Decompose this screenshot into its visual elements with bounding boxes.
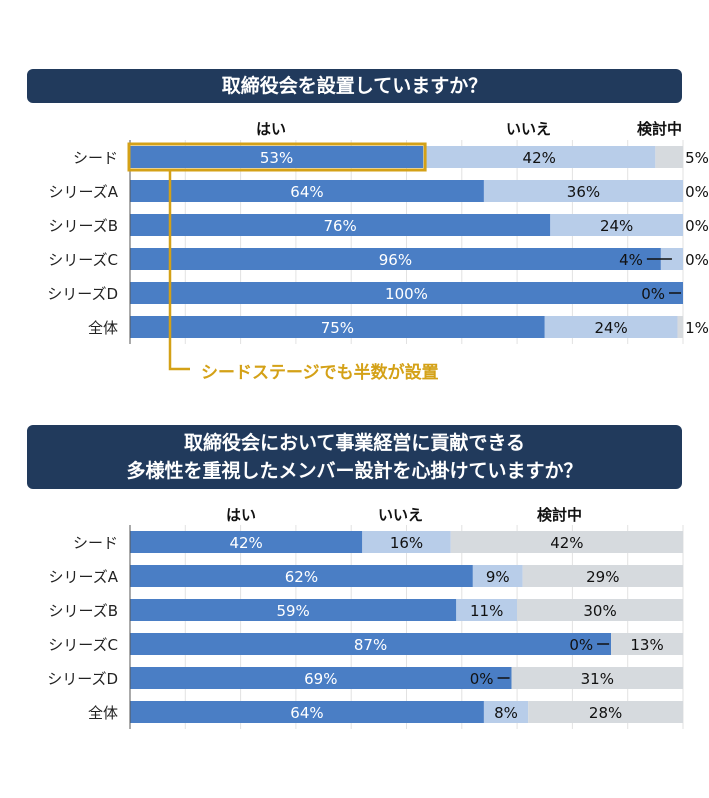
bar-no [544, 316, 678, 338]
bar-yes [130, 667, 512, 689]
chart1-title: 取締役会を設置していますか？ [221, 75, 488, 97]
category-label: シリーズC [48, 636, 118, 654]
bar-yes [130, 531, 363, 553]
data-label: 75% [321, 319, 354, 337]
bar-no [483, 701, 529, 723]
callout-connector [168, 170, 190, 371]
data-label: 64% [290, 183, 323, 201]
bar-yes [130, 214, 551, 236]
data-label: 42% [523, 149, 556, 167]
chart2-legend-yes: はい [226, 506, 257, 524]
bar-considering [522, 565, 683, 587]
data-label: 0% [470, 670, 494, 688]
data-label: 96% [379, 251, 412, 269]
data-label: 0% [641, 285, 665, 303]
chart1-title-banner: 取締役会を設置していますか？ [27, 69, 682, 103]
bar-no [362, 531, 451, 553]
data-label: 0% [685, 183, 709, 201]
category-label: シリーズD [47, 670, 118, 688]
bar-yes [130, 248, 661, 270]
data-label: 28% [589, 704, 622, 722]
data-label: 16% [390, 534, 423, 552]
category-label: 全体 [88, 704, 118, 722]
category-label: シード [73, 534, 118, 552]
data-label: 0% [569, 636, 593, 654]
data-label: 42% [229, 534, 262, 552]
data-label: 62% [285, 568, 318, 586]
chart2-title-line2: 多様性を重視したメンバー設計を心掛けていますか？ [126, 460, 583, 482]
category-label: シリーズB [48, 602, 118, 620]
chart2-legend-considering: 検討中 [537, 506, 583, 524]
data-label: 11% [470, 602, 503, 620]
category-label: シリーズC [48, 251, 118, 269]
data-label: 0% [685, 217, 709, 235]
data-label: 30% [583, 602, 616, 620]
bar-no [483, 180, 683, 202]
bar-no [472, 565, 523, 587]
chart1-legend-no: いいえ [506, 120, 552, 138]
chart1-plot: シード 53% 42% 5% シリーズA 64% 36% 0% シリーズB 76% 24% 0% シリー… [47, 140, 709, 371]
data-label: 69% [304, 670, 337, 688]
data-label: 87% [354, 636, 387, 654]
data-label: 42% [550, 534, 583, 552]
bar-yes [130, 565, 473, 587]
data-label: 100% [385, 285, 428, 303]
highlight-box [127, 142, 427, 172]
data-label: 76% [323, 217, 356, 235]
category-label: シリーズD [47, 285, 118, 303]
bar-yes [130, 180, 484, 202]
bar-considering [517, 599, 683, 621]
data-label: 8% [494, 704, 518, 722]
chart2-legend-no: いいえ [378, 506, 424, 524]
category-label: シリーズA [48, 183, 118, 201]
data-label: 24% [594, 319, 627, 337]
chart1-legend-yes: はい [256, 120, 287, 138]
chart2-plot: シード 42% 16% 42% シリーズA 62% 9% 29% シリーズB 59% 11% 30% シ… [47, 525, 684, 729]
bar-considering [655, 146, 683, 168]
bar-yes [130, 316, 545, 338]
bar-no [550, 214, 683, 236]
bar-yes [130, 701, 484, 723]
data-label: 64% [290, 704, 323, 722]
data-label: 59% [276, 602, 309, 620]
bar-yes [130, 633, 612, 655]
data-label: 9% [486, 568, 510, 586]
chart2-title-line1: 取締役会において事業経営に貢献できる [183, 432, 526, 454]
data-label: 0% [685, 251, 709, 269]
data-label: 24% [600, 217, 633, 235]
bar-yes [130, 599, 457, 621]
bar-considering [511, 667, 683, 689]
bar-considering [611, 633, 683, 655]
bar-considering [528, 701, 683, 723]
callout-text: シードステージでも半数が設置 [201, 363, 439, 383]
data-label: 13% [630, 636, 663, 654]
data-label: 36% [567, 183, 600, 201]
bar-yes [130, 146, 424, 168]
category-label: シリーズB [48, 217, 118, 235]
bar-considering [677, 316, 683, 338]
category-label: シリーズA [48, 568, 118, 586]
bar-yes [130, 282, 683, 304]
data-label: 53% [260, 149, 293, 167]
bar-no [423, 146, 656, 168]
chart1-legend-considering: 検討中 [637, 120, 683, 138]
data-label: 5% [685, 149, 709, 167]
category-label: シード [73, 149, 118, 167]
data-label: 1% [685, 319, 709, 337]
category-label: 全体 [88, 319, 118, 337]
data-label: 4% [619, 251, 643, 269]
bar-no [456, 599, 518, 621]
chart2-title-banner: 取締役会において事業経営に貢献できる 多様性を重視したメンバー設計を心掛けていま… [27, 425, 682, 489]
data-label: 31% [581, 670, 614, 688]
data-label: 29% [586, 568, 619, 586]
bar-considering [450, 531, 683, 553]
